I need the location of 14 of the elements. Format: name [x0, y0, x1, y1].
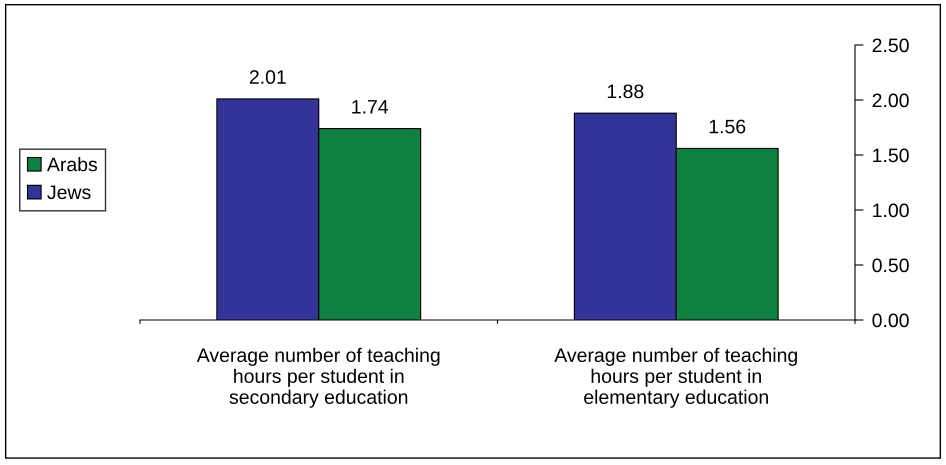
data-label: 1.56 [710, 120, 746, 134]
y-tick-label: 0.50 [872, 258, 909, 272]
data-label: 1.88 [608, 84, 644, 98]
data-label: 1.74 [352, 100, 388, 114]
legend-label: Arabs [46, 157, 98, 172]
x-tick-label: Average number of teaching hours per student in secondary education [196, 348, 440, 408]
y-tick-label: 0.00 [872, 313, 909, 328]
y-tick-label: 1.00 [873, 203, 909, 218]
data-label: 2.01 [250, 70, 286, 84]
y-tick-label: 2.00 [872, 93, 909, 108]
x-tick-label: Average number of teaching hours per student in elementary education [554, 348, 797, 408]
y-tick-label: 1.50 [873, 148, 909, 162]
legend-label: Jews [47, 186, 91, 200]
y-tick-label: 2.50 [872, 38, 909, 52]
